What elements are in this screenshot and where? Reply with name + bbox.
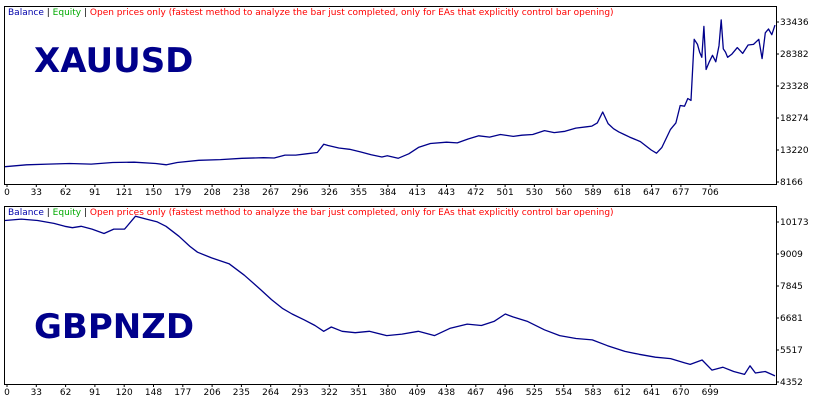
symbol-label: XAUUSD	[34, 41, 193, 81]
legend-entry: Balance	[8, 8, 44, 18]
x-tick-label: 326	[321, 188, 338, 198]
x-tick-label: 525	[526, 388, 543, 398]
x-tick-label: 583	[584, 388, 601, 398]
x-tick-label: 296	[291, 188, 308, 198]
x-tick-label: 647	[643, 188, 660, 198]
symbol-label: GBPNZD	[34, 307, 194, 347]
x-tick-label: 62	[60, 388, 71, 398]
x-tick-label: 670	[672, 388, 689, 398]
x-tick-label: 177	[174, 388, 191, 398]
y-tick-label: 33436	[780, 18, 809, 28]
x-tick-label: 409	[409, 388, 426, 398]
legend-separator: |	[81, 8, 90, 18]
plot-frame	[4, 206, 777, 385]
y-tick-label: 28382	[780, 50, 809, 60]
x-tick-label: 235	[233, 388, 250, 398]
x-tick-label: 120	[116, 388, 133, 398]
x-tick-label: 33	[31, 388, 42, 398]
y-tick-label: 9009	[780, 250, 803, 260]
plot-frame	[4, 6, 777, 185]
x-tick-label: 467	[467, 388, 484, 398]
y-tick-label: 5517	[780, 346, 803, 356]
legend-separator: |	[44, 208, 53, 218]
legend-entry: Equity	[53, 8, 82, 18]
x-tick-label: 413	[409, 188, 426, 198]
x-tick-label: 641	[643, 388, 660, 398]
x-tick-label: 148	[145, 388, 162, 398]
x-tick-label: 612	[614, 388, 631, 398]
legend-entry: Equity	[53, 208, 82, 218]
y-tick-label: 18274	[780, 114, 809, 124]
x-tick-label: 351	[350, 388, 367, 398]
legend-separator: |	[44, 8, 53, 18]
x-tick-label: 0	[4, 388, 10, 398]
y-tick-label: 23328	[780, 82, 809, 92]
legend-entry: Balance	[8, 208, 44, 218]
x-tick-label: 560	[555, 188, 572, 198]
x-tick-label: 706	[702, 188, 719, 198]
legend: Balance | Equity | Open prices only (fas…	[8, 8, 614, 18]
x-tick-label: 33	[31, 188, 42, 198]
legend-entry: Open prices only (fastest method to anal…	[90, 208, 614, 218]
x-tick-label: 501	[497, 188, 514, 198]
balance-line	[4, 215, 776, 377]
x-tick-label: 267	[262, 188, 279, 198]
x-tick-label: 293	[291, 388, 308, 398]
x-tick-label: 238	[233, 188, 250, 198]
x-tick-label: 380	[379, 388, 396, 398]
x-tick-label: 438	[438, 388, 455, 398]
x-tick-label: 355	[350, 188, 367, 198]
legend-entry: Open prices only (fastest method to anal…	[90, 8, 614, 18]
x-tick-label: 496	[497, 388, 514, 398]
legend-separator: |	[81, 208, 90, 218]
x-tick-label: 472	[467, 188, 484, 198]
x-tick-label: 121	[116, 188, 133, 198]
x-tick-label: 554	[555, 388, 572, 398]
x-tick-label: 618	[614, 188, 631, 198]
x-tick-label: 589	[584, 188, 601, 198]
y-tick-label: 8166	[780, 178, 803, 188]
y-tick-label: 7845	[780, 282, 803, 292]
y-tick-label: 10173	[780, 218, 809, 228]
y-tick-label: 13220	[780, 146, 809, 156]
x-tick-label: 264	[262, 388, 279, 398]
x-tick-label: 384	[379, 188, 396, 198]
x-tick-label: 0	[4, 188, 10, 198]
x-tick-label: 91	[89, 388, 100, 398]
x-tick-label: 677	[672, 188, 689, 198]
x-tick-label: 699	[702, 388, 719, 398]
x-tick-label: 206	[204, 388, 221, 398]
x-tick-label: 150	[145, 188, 162, 198]
balance-line	[4, 19, 776, 168]
chart-panel-1: Balance | Equity | Open prices only (fas…	[4, 6, 809, 198]
x-tick-label: 179	[174, 188, 191, 198]
legend: Balance | Equity | Open prices only (fas…	[8, 208, 614, 218]
y-tick-label: 6681	[780, 314, 803, 324]
x-tick-label: 62	[60, 188, 71, 198]
x-tick-label: 91	[89, 188, 100, 198]
x-tick-label: 530	[526, 188, 543, 198]
y-tick-label: 4352	[780, 378, 803, 388]
x-tick-label: 322	[321, 388, 338, 398]
x-tick-label: 208	[204, 188, 221, 198]
x-tick-label: 443	[438, 188, 455, 198]
chart-panel-2: Balance | Equity | Open prices only (fas…	[4, 206, 809, 398]
